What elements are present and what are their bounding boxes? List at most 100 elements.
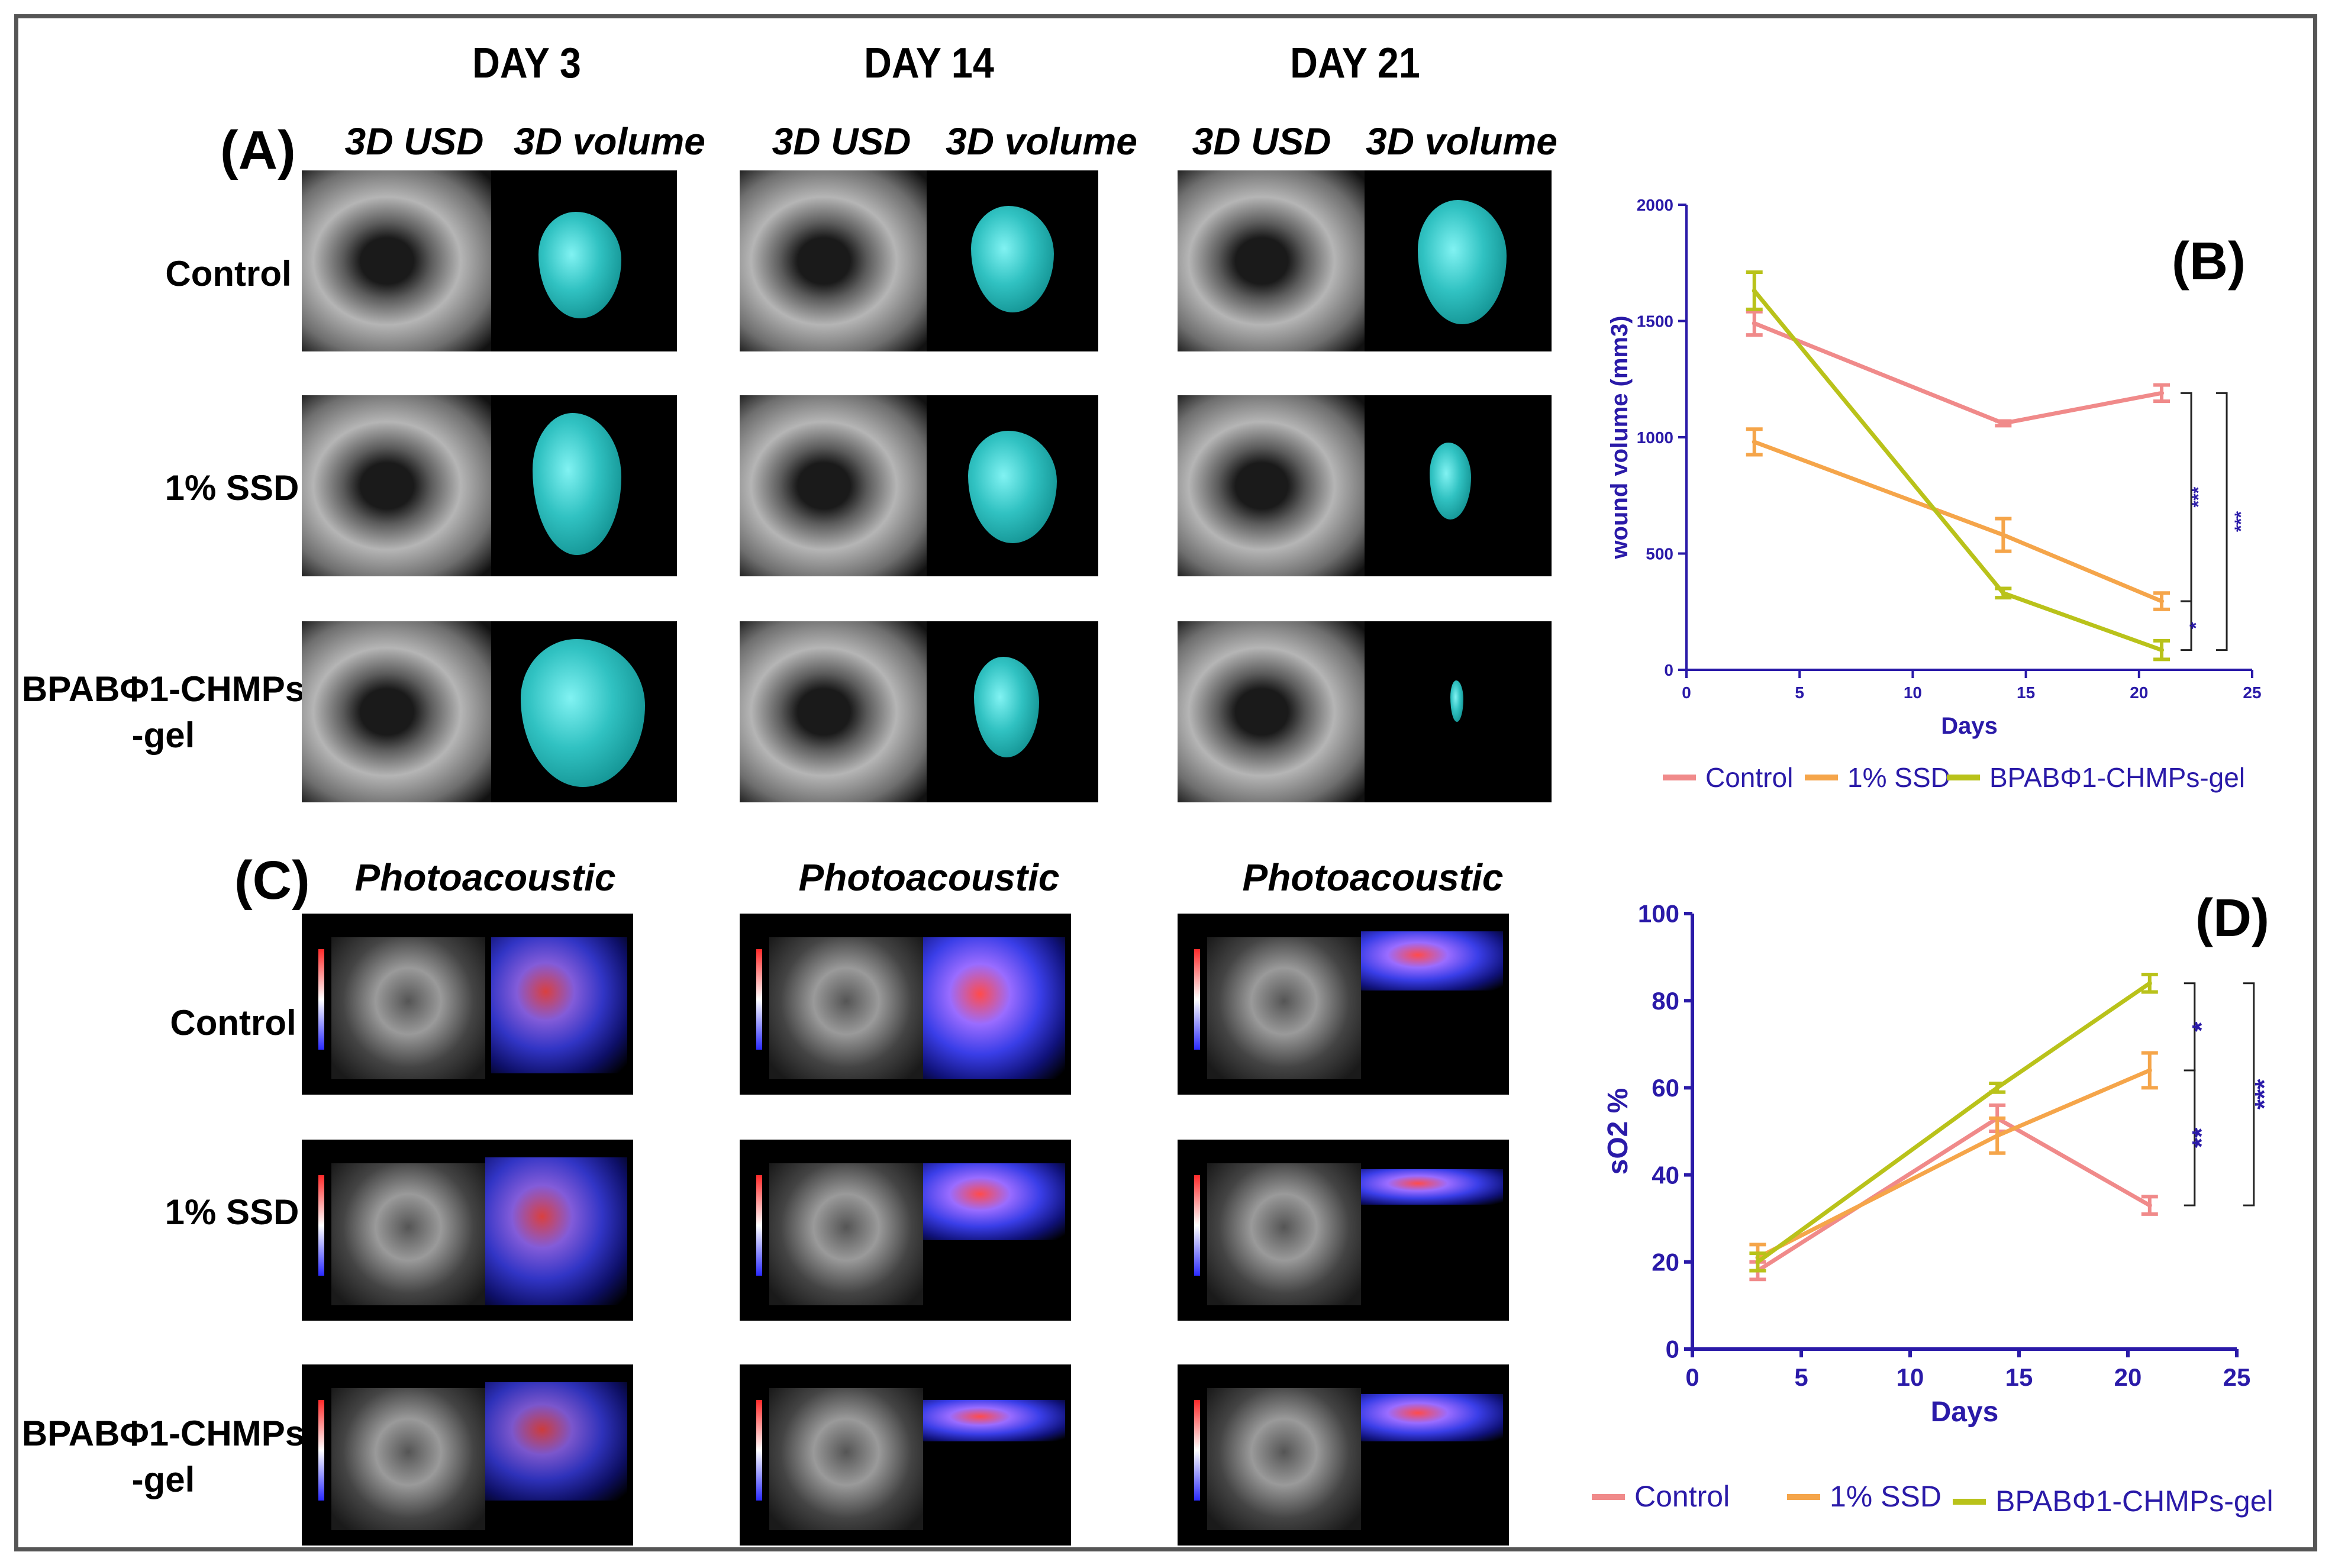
significance-label: ** [2187,1127,2216,1148]
row-label-ssd-a: 1% SSD [165,468,299,508]
volume-image-ssd-day3 [491,395,677,576]
volume-image-control-day21 [1365,170,1552,351]
subheader-usd-day14: 3D USD [772,120,911,163]
chart-b-wound-volume: (B) 0 5 10 15 20 25 0 500 1000 1500 2000 Days wound v… [1607,196,2262,793]
photoacoustic-overlay [485,1382,627,1501]
volume-image-control-day14 [927,170,1098,351]
y-tick-label: 40 [1652,1161,1679,1189]
subheader-volume-day3: 3D volume [514,120,705,163]
x-tick-label: 15 [2005,1363,2033,1391]
wound-volume-render [968,431,1057,543]
data-point [1995,1133,2000,1138]
data-point [2001,591,2006,596]
row-label-bpab-a1: BPABΦ1-CHMPs [21,669,305,709]
photoacoustic-overlay [491,937,627,1073]
ultrasound-overlay [769,1388,923,1530]
colorbar [756,949,762,1050]
y-tick-label: 100 [1638,900,1679,928]
x-tick-label: 10 [1897,1363,1924,1391]
row-label-control-a: Control [165,254,292,293]
volume-image-control-day3 [491,170,677,351]
photoacoustic-image-control-day21 [1178,914,1509,1095]
significance-bracket [2216,392,2228,651]
y-tick-label: 1500 [1637,312,1673,330]
photoacoustic-image-ssd-day14 [740,1140,1071,1321]
photoacoustic-image-control-day3 [302,914,633,1095]
data-point [2147,980,2152,986]
volume-image-bpab-day21 [1365,621,1552,802]
x-tick-label: 5 [1794,1363,1808,1391]
data-point [2159,647,2165,653]
y-axis-label: wound volume (mm3) [1607,315,1633,559]
row-label-bpab-a2: -gel [131,715,195,755]
photoacoustic-overlay [1361,1394,1503,1441]
legend-label: BPABΦ1-CHMPs-gel [1995,1485,2273,1518]
data-point [2001,421,2006,426]
x-tick-label: 0 [1682,683,1691,702]
y-tick-label: 0 [1666,1335,1679,1363]
photoacoustic-image-ssd-day21 [1178,1140,1509,1321]
series-line [1753,289,2163,652]
colorbar [1194,1400,1200,1501]
subheader-usd-day3: 3D USD [344,120,484,163]
wound-volume-render [1430,443,1471,520]
series-line [1753,321,2162,426]
significance-label: *** [2231,511,2251,532]
photoacoustic-image-control-day14 [740,914,1071,1095]
data-point [1755,1259,1760,1264]
wound-volume-render [533,413,621,555]
colorbar [318,1400,324,1501]
data-point [2159,391,2165,396]
volume-image-bpab-day14 [927,621,1098,802]
x-tick-label: 20 [2114,1363,2142,1391]
significance-bracket [2181,600,2192,651]
photoacoustic-overlay [923,1400,1065,1441]
ultrasound-overlay [331,1163,485,1305]
usd-image-bpab-day21 [1178,621,1366,802]
data-point [2147,1067,2152,1073]
ultrasound-overlay [769,1163,923,1305]
y-tick-label: 500 [1646,544,1673,563]
day-header-14: DAY 14 [864,40,994,87]
data-point [1752,288,1757,293]
wound-volume-render [1450,680,1463,722]
photoacoustic-overlay [1361,1169,1503,1205]
x-tick-label: 15 [2017,683,2035,702]
significance-label: *** [2189,486,2208,507]
photoacoustic-overlay [923,937,1065,1079]
colorbar [1194,1175,1200,1276]
significance-bracket [2184,1069,2196,1206]
usd-image-ssd-day3 [302,395,493,576]
ultrasound-overlay [331,1388,485,1530]
photoacoustic-image-ssd-day3 [302,1140,633,1321]
ultrasound-overlay [1207,1163,1361,1305]
row-label-bpab-c1: BPABΦ1-CHMPs [21,1414,305,1453]
data-point [1995,1085,2000,1090]
day-header-21: DAY 21 [1290,40,1420,87]
subheader-volume-day21: 3D volume [1366,120,1557,163]
significance-label: * [2187,1021,2216,1032]
ultrasound-overlay [1207,937,1361,1079]
usd-image-bpab-day3 [302,621,493,802]
data-point [2001,533,2006,538]
wound-volume-render [521,639,645,787]
colorbar [756,1175,762,1276]
subheader-volume-day14: 3D volume [946,120,1137,163]
significance-label: *** [2250,1079,2279,1109]
wound-volume-render [974,657,1039,757]
photoacoustic-overlay [1361,931,1503,991]
y-tick-label: 20 [1652,1248,1679,1276]
y-tick-label: 0 [1664,661,1673,679]
panel-c-label: (C) [234,850,310,911]
wound-volume-render [971,206,1054,312]
colorbar [318,1175,324,1276]
usd-image-control-day14 [740,170,928,351]
photoacoustic-overlay [923,1163,1065,1240]
subheader-photo-day21: Photoacoustic [1242,856,1504,899]
legend-label: BPABΦ1-CHMPs-gel [1989,762,2245,793]
subheader-usd-day21: 3D USD [1192,120,1331,163]
photoacoustic-overlay [485,1157,627,1305]
ultrasound-overlay [331,937,485,1079]
wound-volume-render [538,212,621,318]
